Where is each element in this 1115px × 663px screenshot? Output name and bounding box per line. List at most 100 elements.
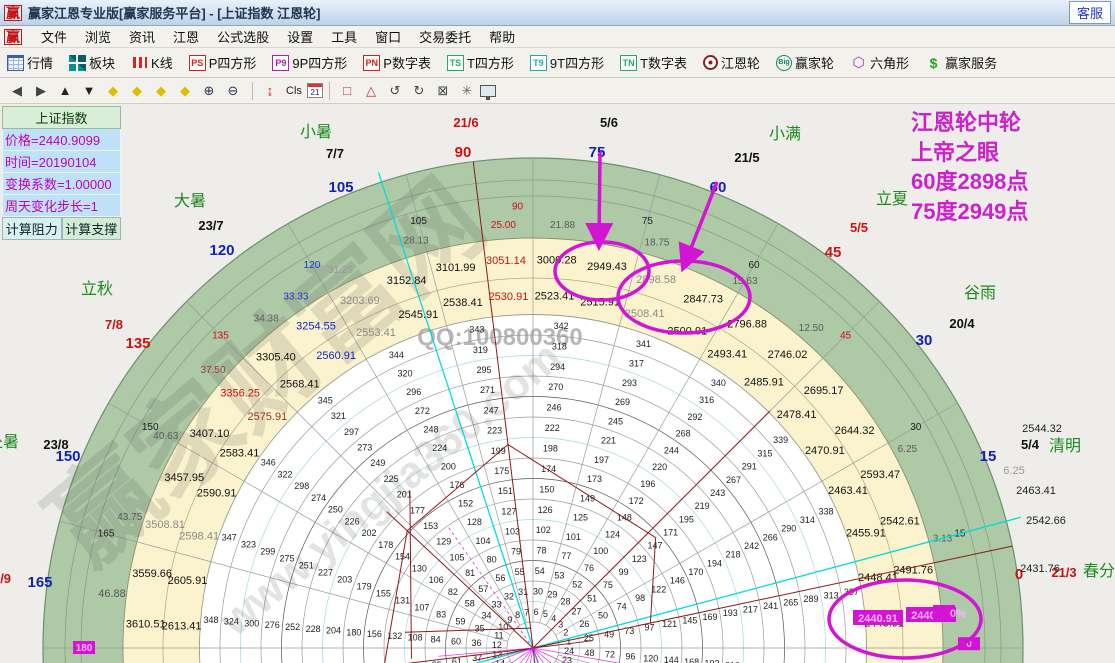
svg-text:2491.76: 2491.76 [893, 565, 933, 577]
tool-icon-8[interactable]: ⊕ [203, 82, 215, 98]
tool-icon-6[interactable]: ◆ [156, 82, 166, 98]
toolbar-button-六角形[interactable]: ⬡ 六角形 [847, 51, 912, 74]
svg-text:8: 8 [515, 610, 520, 620]
tool-icon-11[interactable]: ↨ [266, 83, 274, 98]
svg-text:59: 59 [455, 617, 465, 627]
svg-text:152: 152 [458, 499, 473, 509]
svg-text:21.88: 21.88 [550, 220, 575, 231]
svg-text:14: 14 [495, 658, 505, 663]
svg-text:107: 107 [414, 603, 429, 613]
svg-text:342: 342 [554, 321, 569, 331]
svg-text:1: 1 [566, 637, 571, 647]
svg-text:295: 295 [476, 365, 491, 375]
toolbar-button-9T四方形[interactable]: T9 9T四方形 [527, 51, 607, 74]
toolbar-label: 9T四方形 [549, 56, 605, 71]
calc-support-button[interactable]: 计算支撑 [61, 217, 121, 240]
toolbar-button-板块[interactable]: 板块 [66, 51, 118, 74]
highlight-price-box [933, 605, 955, 620]
svg-text:83: 83 [436, 610, 446, 620]
tool-icon-20[interactable]: ✳ [461, 82, 473, 98]
svg-text:61: 61 [452, 656, 462, 663]
menu-文件[interactable]: 文件 [41, 30, 68, 45]
svg-text:135: 135 [212, 330, 229, 341]
svg-text:80: 80 [487, 554, 497, 564]
tool-icon-18[interactable]: ↻ [413, 82, 425, 98]
svg-text:227: 227 [318, 567, 333, 577]
tool-icon-1[interactable]: ▶ [36, 82, 46, 98]
tool-icon-12[interactable]: Cls [286, 84, 302, 97]
svg-text:180: 180 [76, 643, 93, 654]
tool-icon-3[interactable]: ▼ [82, 83, 96, 98]
svg-text:79: 79 [511, 547, 521, 557]
svg-text:248: 248 [424, 424, 439, 434]
svg-text:21/5: 21/5 [734, 150, 759, 165]
info-row-2: 变换系数=1.00000 [2, 173, 121, 195]
svg-text:299: 299 [260, 546, 275, 556]
svg-text:2598.41: 2598.41 [179, 530, 219, 542]
toolbar-button-P四方形[interactable]: PS P四方形 [186, 51, 260, 74]
toolbar-label: 行情 [27, 56, 54, 71]
svg-text:242: 242 [744, 541, 759, 551]
svg-text:169: 169 [703, 612, 718, 622]
svg-text:243: 243 [710, 488, 725, 498]
toolbar-button-T四方形[interactable]: TS T四方形 [444, 51, 517, 74]
svg-text:7/7: 7/7 [326, 146, 344, 161]
toolbar-button-P数字表[interactable]: PN P数字表 [360, 51, 434, 74]
gann-wheel-chart[interactable]: 赢家财富网www.yingjia360.comQQ:10080036012345… [0, 104, 1115, 663]
svg-text:291: 291 [742, 462, 757, 472]
svg-text:0%: 0% [950, 608, 966, 620]
menu-帮助[interactable]: 帮助 [489, 30, 516, 45]
tool-icon-9[interactable]: ⊖ [227, 82, 239, 98]
calc-resistance-button[interactable]: 计算阻力 [2, 217, 62, 240]
toolbar-button-江恩轮[interactable]: 江恩轮 [700, 51, 763, 74]
toolbar-button-赢家服务[interactable]: $ 赢家服务 [922, 51, 1000, 74]
menu-公式选股[interactable]: 公式选股 [217, 30, 270, 45]
tool-icon-0[interactable]: ◀ [12, 82, 22, 98]
menu-交易委托[interactable]: 交易委托 [419, 30, 472, 45]
svg-text:218: 218 [726, 550, 741, 560]
calendar-icon[interactable]: 21 [307, 83, 323, 98]
menu-江恩[interactable]: 江恩 [173, 30, 200, 45]
tool-icon-15[interactable]: □ [343, 83, 351, 98]
tool-icon-7[interactable]: ◆ [180, 82, 190, 98]
tool-icon-19[interactable]: ⊠ [437, 82, 449, 98]
menu-窗口[interactable]: 窗口 [375, 30, 402, 45]
toolbar-button-赢家轮[interactable]: Big 赢家轮 [773, 51, 837, 74]
monitor-icon[interactable] [480, 84, 496, 100]
menu-工具[interactable]: 工具 [331, 30, 358, 45]
tool-icon-16[interactable]: △ [366, 82, 376, 98]
window-title: 赢家江恩专业版[赢家服务平台] - [上证指数 江恩轮] [28, 6, 321, 21]
toolbar-button-K线[interactable]: K线 [128, 51, 176, 74]
svg-text:50: 50 [598, 610, 608, 620]
svg-text:106: 106 [429, 575, 444, 585]
tool-icon-4[interactable]: ◆ [108, 82, 118, 98]
dollar-icon: $ [929, 54, 938, 71]
tool-icon-2[interactable]: ▲ [58, 83, 72, 98]
svg-text:314: 314 [800, 515, 815, 525]
svg-text:171: 171 [663, 527, 678, 537]
toolbar-button-9P四方形[interactable]: P9 9P四方形 [269, 51, 350, 74]
svg-text:101: 101 [566, 532, 581, 542]
svg-text:289: 289 [803, 594, 818, 604]
svg-text:146: 146 [670, 576, 685, 586]
toolbar-label: 六角形 [870, 56, 910, 71]
toolbar-button-T数字表[interactable]: TN T数字表 [617, 51, 690, 74]
annotation-line: 60度2898点 [911, 169, 1029, 195]
customer-service-button[interactable]: 客服 [1068, 1, 1111, 24]
svg-text:2440.91: 2440.91 [858, 613, 898, 625]
svg-text:小满: 小满 [769, 125, 801, 143]
highlight-price-box [853, 610, 903, 625]
svg-text:58: 58 [465, 599, 475, 609]
tool-icon-17[interactable]: ↺ [389, 82, 401, 98]
menu-资讯[interactable]: 资讯 [129, 30, 156, 45]
svg-text:317: 317 [629, 359, 644, 369]
svg-text:2568.41: 2568.41 [280, 378, 320, 390]
toolbar-button-行情[interactable]: 行情 [4, 51, 56, 74]
svg-text:90: 90 [512, 201, 524, 212]
svg-text:2542.61: 2542.61 [880, 516, 920, 528]
app-logo-icon-small: 赢 [4, 28, 22, 45]
menu-浏览[interactable]: 浏览 [85, 30, 112, 45]
svg-text:165: 165 [98, 529, 115, 540]
tool-icon-5[interactable]: ◆ [132, 82, 142, 98]
menu-设置[interactable]: 设置 [287, 30, 314, 45]
